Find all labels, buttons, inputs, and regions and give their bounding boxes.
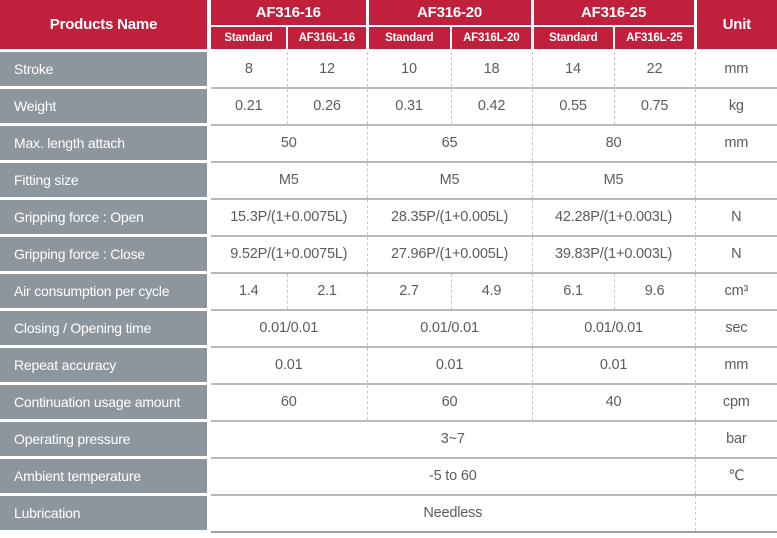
value-cell: 0.21: [209, 87, 288, 126]
value-cell: 27.96P/(1+0.005L): [367, 235, 533, 274]
row-label: Fitting size: [0, 161, 211, 200]
header-sub-af316l-16: AF316L-16: [287, 26, 369, 52]
unit-cell: mm: [695, 346, 777, 385]
table-row-weight: Weight 0.21 0.26 0.31 0.42 0.55 0.75 kg: [0, 87, 777, 126]
value-cell: M5: [209, 161, 368, 200]
row-label: Lubrication: [0, 494, 211, 533]
table-row-gripping-force-close: Gripping force : Close 9.52P/(1+0.0075L)…: [0, 235, 777, 274]
row-label: Operating pressure: [0, 420, 211, 459]
unit-cell: sec: [695, 309, 777, 348]
value-cell: 0.01: [532, 346, 696, 385]
table-row-closing-opening-time: Closing / Opening time 0.01/0.01 0.01/0.…: [0, 309, 777, 348]
unit-cell: N: [695, 198, 777, 237]
value-cell: 9.52P/(1+0.0075L): [209, 235, 368, 274]
table-row-repeat-accuracy: Repeat accuracy 0.01 0.01 0.01 mm: [0, 346, 777, 385]
value-cell: 18: [451, 50, 533, 89]
row-label: Stroke: [0, 50, 211, 89]
unit-cell: [695, 161, 777, 200]
unit-cell: mm: [695, 50, 777, 89]
value-cell: 3~7: [209, 420, 696, 459]
value-cell: 80: [532, 124, 696, 163]
value-cell: 10: [367, 50, 452, 89]
value-cell: 0.42: [451, 87, 533, 126]
value-cell: 60: [209, 383, 368, 422]
table-row-fitting-size: Fitting size M5 M5 M5: [0, 161, 777, 200]
row-label: Gripping force : Open: [0, 198, 211, 237]
value-cell: 8: [209, 50, 288, 89]
value-cell: Needless: [209, 494, 696, 533]
value-cell: 0.26: [287, 87, 368, 126]
unit-cell: ℃: [695, 457, 777, 496]
table-row-stroke: Stroke 8 12 10 18 14 22 mm: [0, 50, 777, 89]
header-products-name: Products Name: [0, 0, 211, 52]
value-cell: 22: [614, 50, 696, 89]
header-sub-standard-16: Standard: [209, 26, 288, 52]
header-sub-af316l-25: AF316L-25: [614, 26, 697, 52]
value-cell: 0.75: [614, 87, 696, 126]
value-cell: 15.3P/(1+0.0075L): [209, 198, 368, 237]
header-group-af316-16: AF316-16: [209, 0, 369, 27]
value-cell: M5: [367, 161, 533, 200]
value-cell: 0.01/0.01: [532, 309, 696, 348]
value-cell: 2.7: [367, 272, 452, 311]
value-cell: 39.83P/(1+0.003L): [532, 235, 696, 274]
row-label: Weight: [0, 87, 211, 126]
value-cell: 2.1: [287, 272, 368, 311]
table-header: Products Name AF316-16 AF316-20 AF316-25…: [0, 0, 777, 52]
value-cell: 14: [532, 50, 615, 89]
header-row-subtypes: Standard AF316L-16 Standard AF316L-20 St…: [0, 26, 777, 52]
unit-cell: [695, 494, 777, 533]
table-body: Stroke 8 12 10 18 14 22 mm Weight 0.21 0…: [0, 50, 777, 533]
value-cell: 1.4: [209, 272, 288, 311]
header-unit: Unit: [695, 0, 777, 52]
table-row-air-consumption: Air consumption per cycle 1.4 2.1 2.7 4.…: [0, 272, 777, 311]
row-label: Ambient temperature: [0, 457, 211, 496]
value-cell: 0.01/0.01: [209, 309, 368, 348]
value-cell: 60: [367, 383, 533, 422]
header-row-groups: Products Name AF316-16 AF316-20 AF316-25…: [0, 0, 777, 52]
value-cell: 0.01: [367, 346, 533, 385]
value-cell: 0.31: [367, 87, 452, 126]
value-cell: 65: [367, 124, 533, 163]
value-cell: 0.01/0.01: [367, 309, 533, 348]
value-cell: 0.55: [532, 87, 615, 126]
table-row-lubrication: Lubrication Needless: [0, 494, 777, 533]
value-cell: 6.1: [532, 272, 615, 311]
row-label: Continuation usage amount: [0, 383, 211, 422]
value-cell: 0.01: [209, 346, 368, 385]
value-cell: 12: [287, 50, 368, 89]
row-label: Max. length attach: [0, 124, 211, 163]
value-cell: 40: [532, 383, 696, 422]
value-cell: 50: [209, 124, 368, 163]
value-cell: 4.9: [451, 272, 533, 311]
table-row-gripping-force-open: Gripping force : Open 15.3P/(1+0.0075L) …: [0, 198, 777, 237]
table-row-operating-pressure: Operating pressure 3~7 bar: [0, 420, 777, 459]
unit-cell: N: [695, 235, 777, 274]
header-group-af316-20: AF316-20: [367, 0, 534, 27]
header-sub-af316l-20: AF316L-20: [451, 26, 534, 52]
unit-cell: kg: [695, 87, 777, 126]
value-cell: 42.28P/(1+0.003L): [532, 198, 696, 237]
header-group-af316-25: AF316-25: [532, 0, 697, 27]
table-row-ambient-temperature: Ambient temperature -5 to 60 ℃: [0, 457, 777, 496]
value-cell: M5: [532, 161, 696, 200]
value-cell: 9.6: [614, 272, 696, 311]
value-cell: -5 to 60: [209, 457, 696, 496]
table-row-continuation-usage: Continuation usage amount 60 60 40 cpm: [0, 383, 777, 422]
row-label: Air consumption per cycle: [0, 272, 211, 311]
table-row-max-length-attach: Max. length attach 50 65 80 mm: [0, 124, 777, 163]
unit-cell: cm³: [695, 272, 777, 311]
row-label: Repeat accuracy: [0, 346, 211, 385]
row-label: Closing / Opening time: [0, 309, 211, 348]
unit-cell: cpm: [695, 383, 777, 422]
header-sub-standard-20: Standard: [367, 26, 453, 52]
header-sub-standard-25: Standard: [532, 26, 616, 52]
value-cell: 28.35P/(1+0.005L): [367, 198, 533, 237]
unit-cell: bar: [695, 420, 777, 459]
unit-cell: mm: [695, 124, 777, 163]
row-label: Gripping force : Close: [0, 235, 211, 274]
